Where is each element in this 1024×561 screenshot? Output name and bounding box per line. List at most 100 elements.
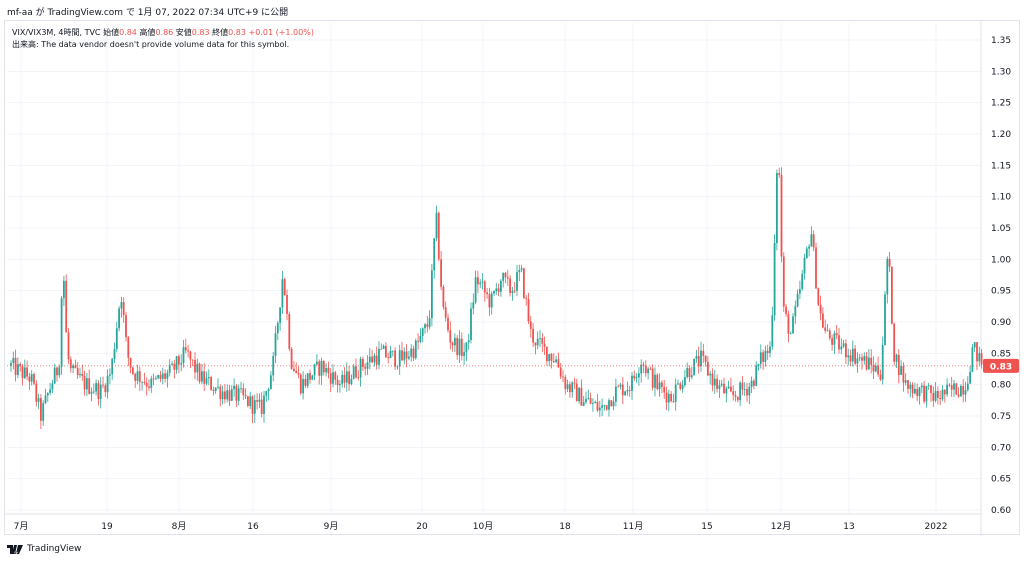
candle-body [571,382,574,393]
candle-body [562,376,564,378]
candle-body [67,332,70,360]
candle-body [472,302,475,309]
candle-body [870,357,873,365]
candle-body [122,302,125,316]
candle-body [840,346,843,350]
candle-body [688,368,691,378]
candle-body [605,405,608,410]
candle-body [923,385,925,402]
candle-body [642,364,645,366]
candle-body [541,338,544,344]
candle-body [504,272,507,278]
candle-body [396,366,399,368]
candle-body [631,375,633,391]
candle-body [980,353,983,365]
candle-body [831,338,833,345]
candlestick-chart[interactable]: 0.60 0.65 0.70 0.75 0.80 0.85 0.90 0.95 1.00 1.05… [5,21,1021,536]
candle-body [442,286,445,308]
candle-body [242,388,245,396]
candle-body [900,366,902,375]
candle-body [566,384,569,390]
candle-body [619,384,622,387]
candle-body [803,257,806,274]
candle-body [950,385,953,390]
candle-body [930,385,932,394]
candle-body [812,234,815,248]
x-tick-label: 15 [701,522,712,532]
x-tick-label: 11月 [623,521,643,532]
candle-body [734,395,737,397]
tradingview-logo-icon [7,544,23,554]
candle-body [826,330,829,332]
candle-body [474,277,477,303]
candle-body [973,342,976,348]
candle-body [845,343,847,358]
candle-body [937,391,939,398]
candle-body [440,259,442,287]
candle-body [955,383,958,395]
candle-body [608,400,610,410]
candle-body [656,374,659,390]
candle-body [120,302,123,309]
legend-open-label: 始値 [103,28,120,37]
y-tick-label: 1.15 [991,161,1011,171]
candle-body [943,389,946,395]
candle-body [247,396,249,407]
candle-body [141,381,143,383]
candle-body [311,375,314,380]
footer-brand[interactable]: TradingView [7,542,81,556]
candle-body [161,373,164,379]
candle-body [674,384,677,402]
candle-body [40,398,42,421]
candle-body [750,380,753,387]
candle-body [969,371,971,384]
candle-body [403,351,406,361]
chart-frame[interactable]: 0.60 0.65 0.70 0.75 0.80 0.85 0.90 0.95 1.00 1.05… [4,20,1021,536]
candle-body [201,371,203,382]
candle-body [30,374,33,382]
candle-body [941,389,944,400]
candle-body [615,386,617,402]
x-tick-label: 20 [416,522,428,532]
candle-body [964,390,967,395]
candle-body [145,382,148,387]
candle-body [932,393,935,401]
candle-body [182,347,185,364]
candle-body [412,348,415,359]
candle-body [74,365,77,369]
candle-body [198,363,201,382]
candle-body [539,338,541,339]
ohlc-legend: VIX/VIX3M, 4時間, TVC 始値0.84 高値0.86 安値0.83… [12,27,314,38]
candle-body [178,356,180,365]
candle-body [12,357,15,363]
candle-body [780,175,783,257]
candle-body [166,372,169,379]
candle-body [670,393,672,402]
candle-body [702,350,705,356]
candle-body [334,372,337,380]
candle-body [661,382,663,387]
candle-body [240,388,242,390]
candle-body [329,373,332,384]
candle-body [635,377,638,379]
candle-body [221,391,224,400]
candle-body [654,374,656,388]
y-tick-label: 0.90 [991,318,1011,328]
candle-body [911,384,914,394]
candle-body [589,398,592,404]
candle-body [681,385,684,389]
candle-body [736,396,739,401]
candle-body [366,362,369,369]
candle-body [127,337,130,358]
candle-body [309,373,311,380]
candle-body [451,342,454,346]
candle-body [785,306,787,314]
candle-body [764,350,767,362]
x-tick-label: 18 [559,522,571,532]
candle-body [325,367,327,373]
footer-brand-text: TradingView [27,544,82,554]
candle-body [824,327,827,331]
candle-body [858,357,861,359]
candle-body [888,258,891,267]
candle-body [214,387,217,391]
